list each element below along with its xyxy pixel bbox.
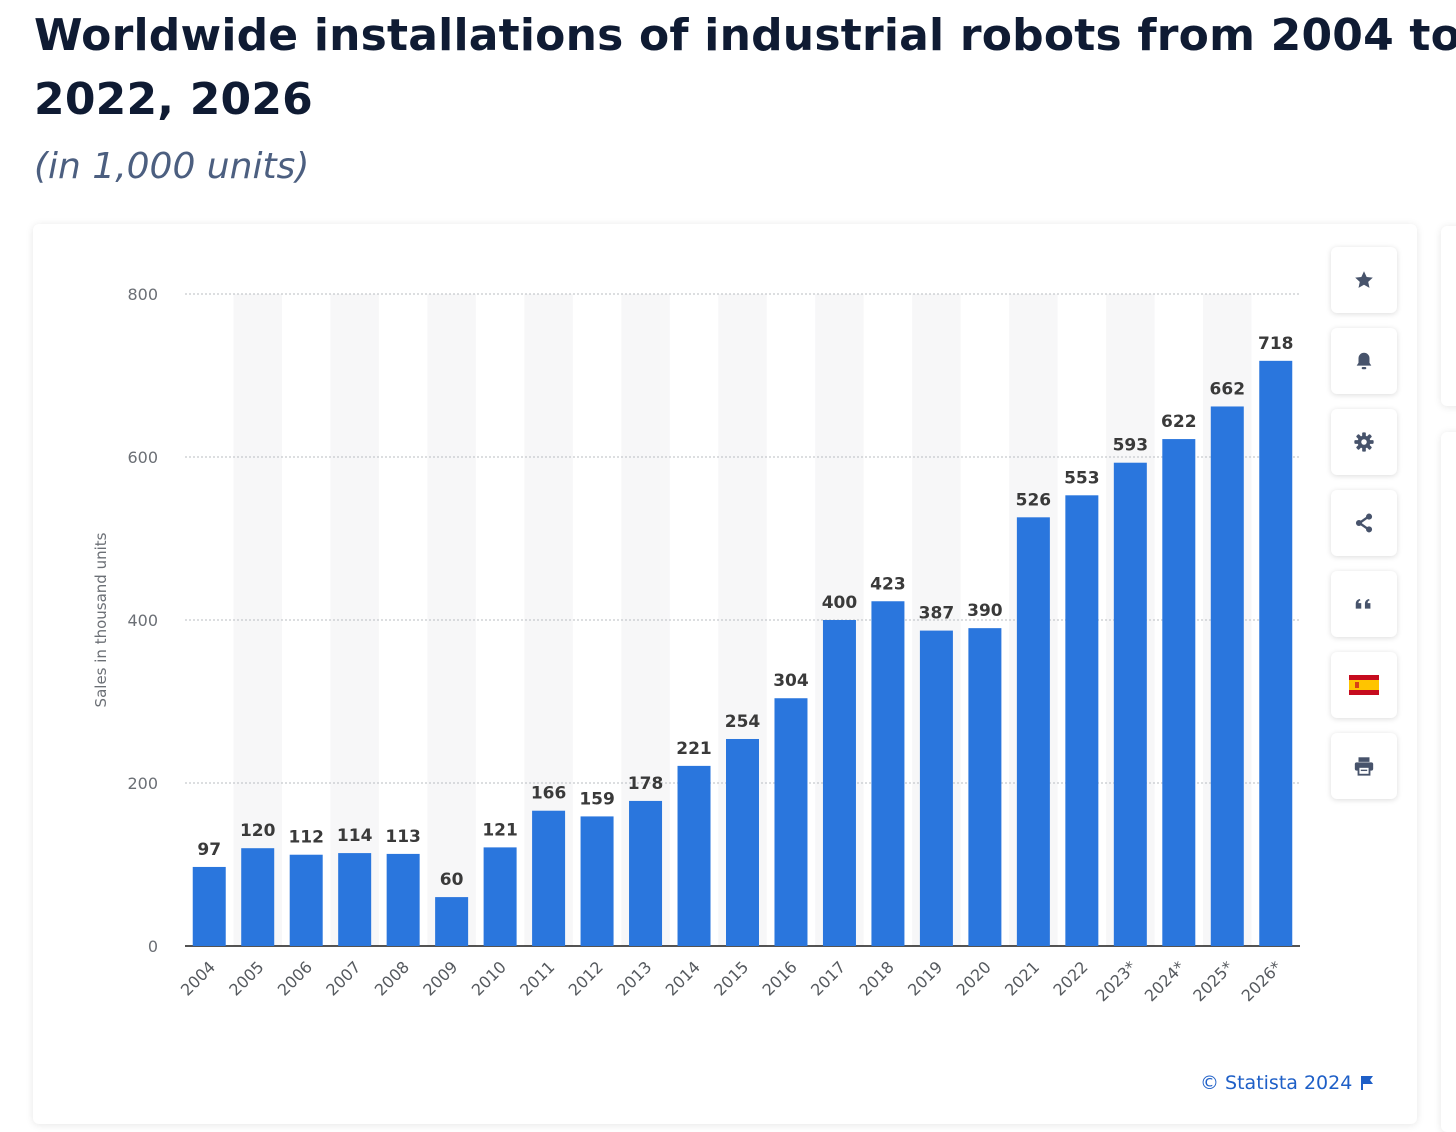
x-tick-label: 2013: [613, 957, 655, 999]
spain-flag-icon: [1349, 675, 1379, 695]
x-tick-label: 2018: [856, 957, 898, 999]
settings-button[interactable]: [1331, 409, 1397, 475]
bar: [1259, 360, 1293, 947]
bar: [386, 853, 420, 946]
data-label: 112: [288, 828, 324, 848]
notification-button[interactable]: [1331, 328, 1397, 394]
x-tick-label: 2016: [759, 957, 801, 999]
bar: [726, 738, 759, 946]
bar: [435, 897, 469, 946]
bar: [1016, 517, 1050, 946]
y-tick-label: 400: [127, 611, 158, 630]
statista-credit: © Statista 2024: [1200, 1072, 1374, 1094]
x-tick-label: 2005: [225, 957, 267, 999]
y-tick-label: 600: [127, 448, 158, 467]
data-label: 166: [531, 784, 567, 804]
bar: [1210, 406, 1244, 947]
side-panel-card: [1441, 226, 1456, 406]
favorite-button[interactable]: [1331, 247, 1397, 313]
bar: [871, 601, 905, 946]
data-label: 622: [1161, 412, 1197, 432]
x-tick-label: 2020: [952, 957, 994, 999]
data-label: 526: [1016, 490, 1052, 510]
x-tick-label: 2022: [1049, 957, 1091, 999]
page-subtitle: (in 1,000 units): [34, 146, 310, 187]
x-tick-label: 2024*: [1141, 957, 1189, 1005]
data-label: 593: [1113, 436, 1149, 456]
bar: [338, 853, 372, 946]
x-tick-label: 2004: [177, 957, 219, 999]
data-label: 400: [822, 593, 858, 613]
x-tick-label: 2017: [807, 957, 849, 999]
x-tick-label: 2007: [322, 957, 364, 999]
bar: [580, 816, 614, 946]
data-label: 114: [337, 826, 373, 846]
x-tick-label: 2015: [710, 957, 752, 999]
bar: [289, 854, 323, 946]
column-stripe: [427, 294, 476, 946]
x-tick-label: 2025*: [1189, 957, 1237, 1005]
x-tick-label: 2026*: [1238, 957, 1286, 1005]
data-label: 97: [197, 840, 221, 860]
bar: [774, 698, 808, 946]
bar: [532, 810, 566, 946]
y-tick-label: 800: [127, 285, 158, 304]
page-title: Worldwide installations of industrial ro…: [34, 10, 1456, 125]
bar: [822, 620, 856, 946]
share-button[interactable]: [1331, 490, 1397, 556]
x-tick-label: 2019: [904, 957, 946, 999]
printer-icon: [1353, 755, 1375, 777]
x-tick-label: 2006: [274, 957, 316, 999]
x-tick-label: 2014: [662, 957, 704, 999]
bar: [192, 866, 226, 946]
bar: [919, 630, 953, 946]
x-tick-label: 2010: [468, 957, 510, 999]
bar: [1065, 495, 1099, 946]
side-panel-card: [1441, 432, 1456, 1132]
data-label: 718: [1258, 334, 1294, 354]
data-label: 304: [773, 671, 809, 691]
bell-icon: [1353, 350, 1375, 372]
data-label: 553: [1064, 468, 1100, 488]
share-icon: [1353, 512, 1375, 534]
x-tick-label: 2008: [371, 957, 413, 999]
gear-icon: [1353, 431, 1375, 453]
bar: [629, 800, 663, 946]
data-label: 121: [482, 820, 518, 840]
bar-chart: 0 200 400 600 800 Sales in thousand units 97 20…: [92, 285, 1300, 1005]
data-label: 254: [725, 712, 761, 732]
data-label: 159: [579, 789, 615, 809]
print-button[interactable]: [1331, 733, 1397, 799]
quote-icon: [1353, 593, 1375, 615]
data-label: 178: [628, 774, 664, 794]
star-icon: [1353, 269, 1375, 291]
bar: [1162, 439, 1196, 946]
data-label: 60: [440, 870, 464, 890]
x-tick-label: 2021: [1001, 957, 1043, 999]
data-label: 113: [385, 827, 421, 847]
y-axis-label: Sales in thousand units: [92, 532, 110, 707]
data-label: 390: [967, 601, 1003, 621]
credit-link[interactable]: © Statista 2024: [1200, 1072, 1353, 1094]
x-tick-label: 2009: [419, 957, 461, 999]
bar: [241, 848, 275, 946]
y-tick-label: 200: [127, 774, 158, 793]
bar: [483, 847, 517, 946]
data-label: 387: [919, 604, 955, 624]
language-button[interactable]: [1331, 652, 1397, 718]
bar: [677, 765, 711, 946]
y-tick-label: 0: [148, 937, 158, 956]
data-label: 423: [870, 574, 906, 594]
data-label: 662: [1210, 379, 1246, 399]
cite-button[interactable]: [1331, 571, 1397, 637]
x-tick-label: 2012: [565, 957, 607, 999]
bar: [968, 628, 1002, 946]
x-tick-label: 2011: [516, 957, 558, 999]
data-label: 221: [676, 739, 712, 759]
bar: [1113, 462, 1147, 946]
x-tick-label: 2023*: [1092, 957, 1140, 1005]
data-label: 120: [240, 821, 276, 841]
flag-icon[interactable]: [1360, 1075, 1374, 1091]
